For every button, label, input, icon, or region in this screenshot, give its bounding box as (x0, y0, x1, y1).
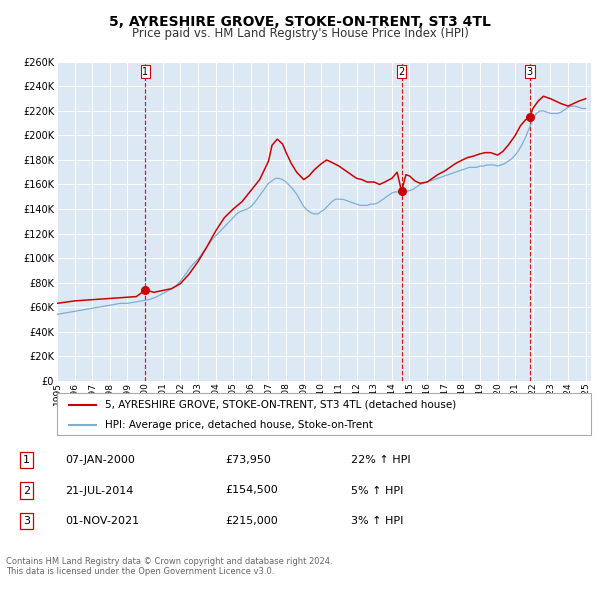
Text: HPI: Average price, detached house, Stoke-on-Trent: HPI: Average price, detached house, Stok… (105, 419, 373, 430)
Text: 07-JAN-2000: 07-JAN-2000 (65, 455, 135, 465)
Text: 1: 1 (142, 67, 149, 77)
Text: 01-NOV-2021: 01-NOV-2021 (65, 516, 140, 526)
Text: Price paid vs. HM Land Registry's House Price Index (HPI): Price paid vs. HM Land Registry's House … (131, 27, 469, 40)
Text: 3: 3 (23, 516, 30, 526)
Text: 21-JUL-2014: 21-JUL-2014 (65, 486, 134, 496)
Text: 2: 2 (23, 486, 31, 496)
Text: 3% ↑ HPI: 3% ↑ HPI (350, 516, 403, 526)
Text: £215,000: £215,000 (226, 516, 278, 526)
Text: Contains HM Land Registry data © Crown copyright and database right 2024.
This d: Contains HM Land Registry data © Crown c… (6, 557, 332, 576)
Text: 3: 3 (527, 67, 533, 77)
Text: £154,500: £154,500 (226, 486, 278, 496)
Text: £73,950: £73,950 (226, 455, 272, 465)
Text: 5, AYRESHIRE GROVE, STOKE-ON-TRENT, ST3 4TL: 5, AYRESHIRE GROVE, STOKE-ON-TRENT, ST3 … (109, 15, 491, 29)
Text: 5% ↑ HPI: 5% ↑ HPI (350, 486, 403, 496)
Text: 22% ↑ HPI: 22% ↑ HPI (350, 455, 410, 465)
Text: 2: 2 (398, 67, 404, 77)
Text: 5, AYRESHIRE GROVE, STOKE-ON-TRENT, ST3 4TL (detached house): 5, AYRESHIRE GROVE, STOKE-ON-TRENT, ST3 … (105, 400, 457, 410)
Text: 1: 1 (23, 455, 30, 465)
